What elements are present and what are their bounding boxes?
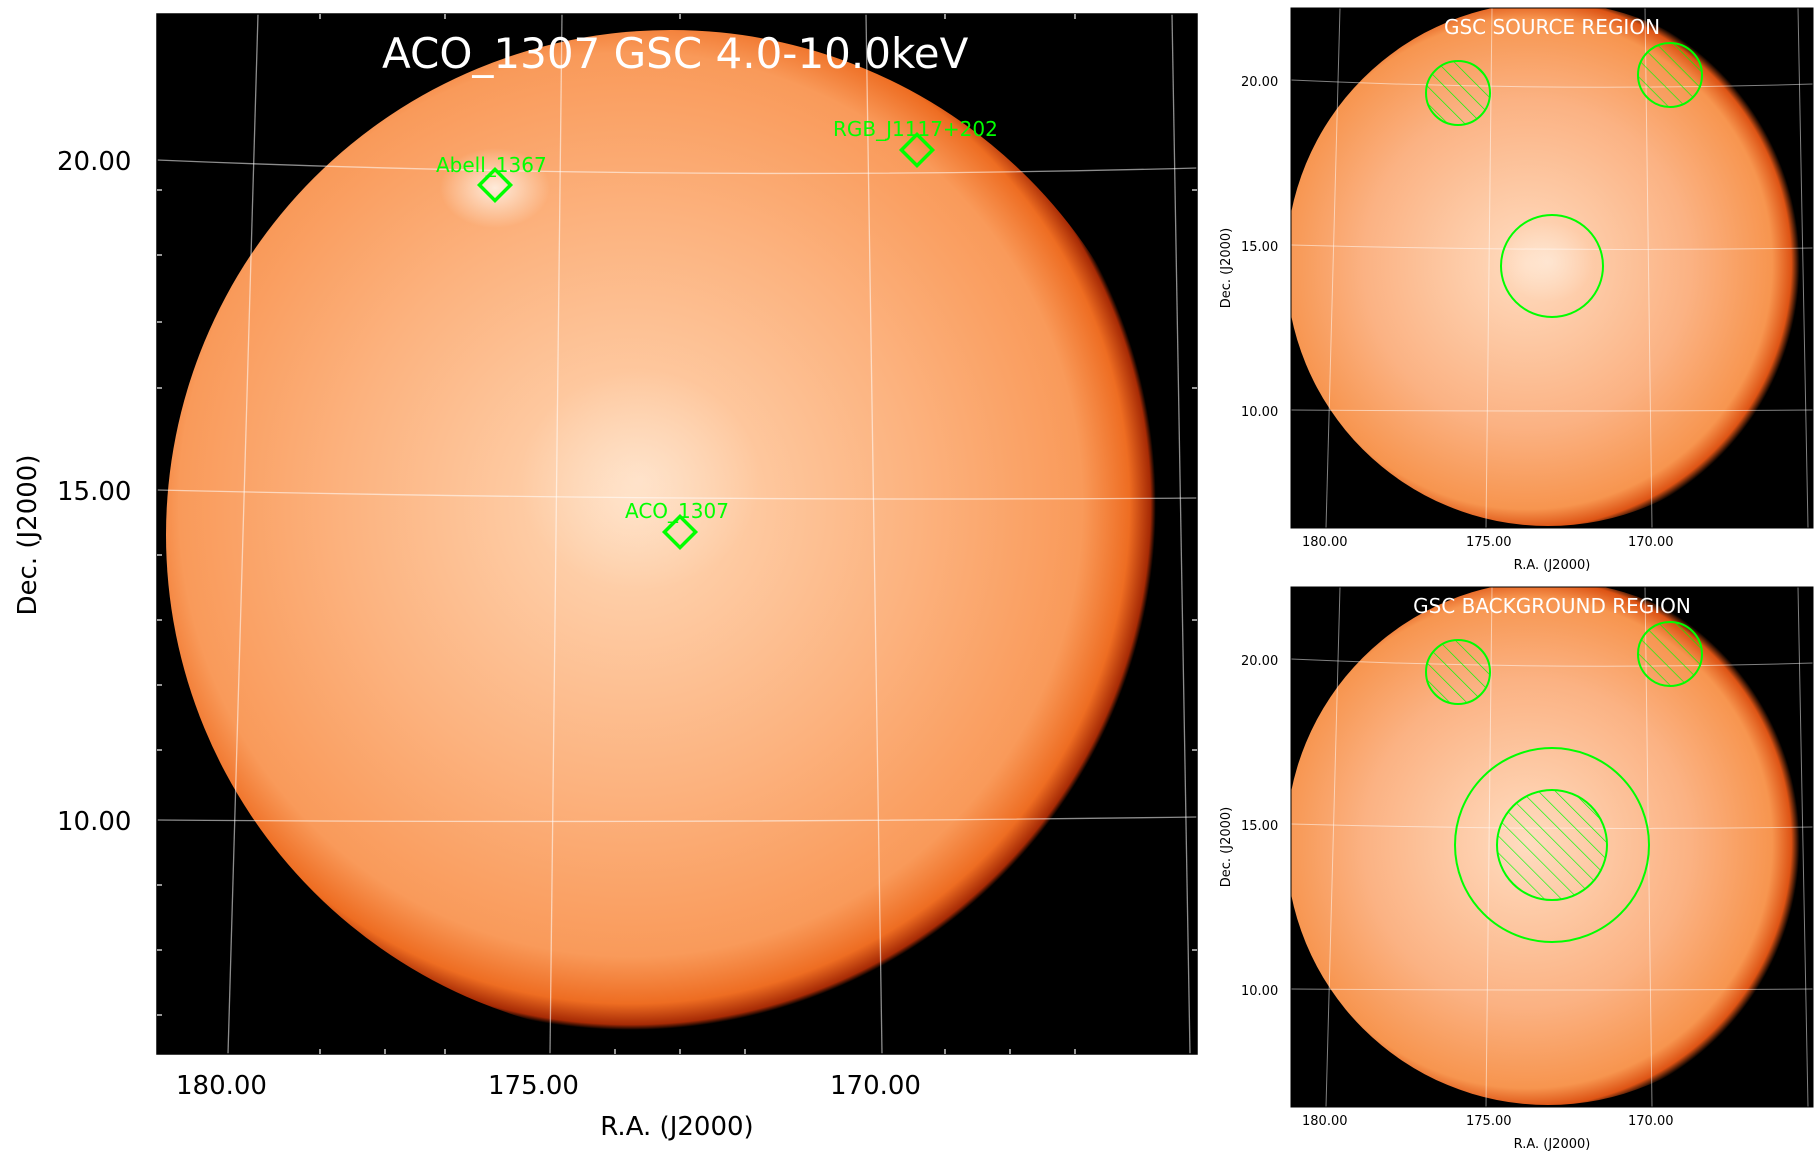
source-marker-abell-1367[interactable] [476, 166, 514, 204]
source-panel-title: GSC SOURCE REGION [1444, 15, 1660, 39]
background-xtick-170: 170.00 [1628, 1114, 1674, 1129]
background-region-panel: GSC BACKGROUND REGION 20.00 15.00 10.00 … [1219, 586, 1814, 1152]
main-xtick-180: 180.00 [176, 1071, 267, 1101]
source-ytick-20: 20.00 [1241, 75, 1278, 90]
background-panel-title: GSC BACKGROUND REGION [1413, 594, 1691, 618]
source-panel-source-circle[interactable] [1500, 214, 1604, 318]
grid-ra-180 [227, 14, 259, 1054]
grid-dec-10 [157, 816, 1197, 823]
main-ylabel: Dec. (J2000) [13, 455, 43, 616]
background-panel-excluded-region-2[interactable] [1637, 621, 1703, 687]
main-minor-ticks [157, 14, 1197, 1054]
grid-dec-20 [157, 159, 1197, 175]
source-ytick-15: 15.00 [1241, 240, 1278, 255]
main-ytick-15: 15.00 [57, 477, 131, 507]
background-xtick-180: 180.00 [1302, 1114, 1348, 1129]
background-panel-excluded-region-1[interactable] [1425, 639, 1491, 705]
source-marker-rgb-j1117[interactable] [898, 131, 936, 169]
source-xlabel: R.A. (J2000) [1514, 558, 1591, 573]
source-panel-excluded-region-1[interactable] [1425, 60, 1491, 126]
background-ytick-20: 20.00 [1241, 654, 1278, 669]
background-ytick-10: 10.00 [1241, 984, 1278, 999]
background-panel-outer-annulus[interactable] [1454, 747, 1650, 943]
source-xtick-175: 175.00 [1466, 535, 1512, 550]
background-panel-excluded-source[interactable] [1496, 789, 1608, 901]
main-title: ACO_1307 GSC 4.0-10.0keV [382, 29, 969, 78]
source-marker-aco-1307[interactable] [661, 513, 699, 551]
main-coordinate-grid [157, 14, 1197, 1054]
main-hotspot [440, 148, 550, 228]
grid-dec-15 [157, 489, 1197, 500]
main-ytick-20: 20.00 [57, 147, 131, 177]
background-ytick-15: 15.00 [1241, 819, 1278, 834]
grid-ra-175 [549, 14, 563, 1054]
background-xtick-175: 175.00 [1466, 1114, 1512, 1129]
main-image-panel: Abell_1367 RGB_J1117+202 ACO_1307 ACO_13… [13, 13, 1198, 1142]
source-xtick-170: 170.00 [1628, 535, 1674, 550]
main-xtick-170: 170.00 [830, 1071, 921, 1101]
main-central-glow [520, 370, 760, 590]
main-axes-frame [156, 13, 1198, 1055]
main-ytick-10: 10.00 [57, 807, 131, 837]
main-xtick-175: 175.00 [488, 1071, 579, 1101]
source-label-abell-1367: Abell_1367 [436, 153, 547, 177]
source-panel-excluded-region-2[interactable] [1637, 42, 1703, 108]
source-panel-glow [1503, 222, 1593, 302]
source-label-aco-1307: ACO_1307 [625, 499, 729, 523]
source-label-rgb-j1117: RGB_J1117+202 [833, 117, 998, 141]
grid-ra-165 [1171, 14, 1191, 1054]
background-panel-frame [1290, 586, 1814, 1108]
source-xtick-180: 180.00 [1302, 535, 1348, 550]
background-ylabel: Dec. (J2000) [1219, 807, 1234, 887]
background-xlabel: R.A. (J2000) [1514, 1137, 1591, 1152]
source-region-panel: GSC SOURCE REGION 20.00 15.00 10.00 180.… [1219, 7, 1814, 573]
source-panel-frame [1290, 7, 1814, 529]
grid-ra-170 [865, 14, 883, 1054]
source-ylabel: Dec. (J2000) [1219, 228, 1234, 308]
source-ytick-10: 10.00 [1241, 405, 1278, 420]
main-xlabel: R.A. (J2000) [600, 1112, 753, 1142]
